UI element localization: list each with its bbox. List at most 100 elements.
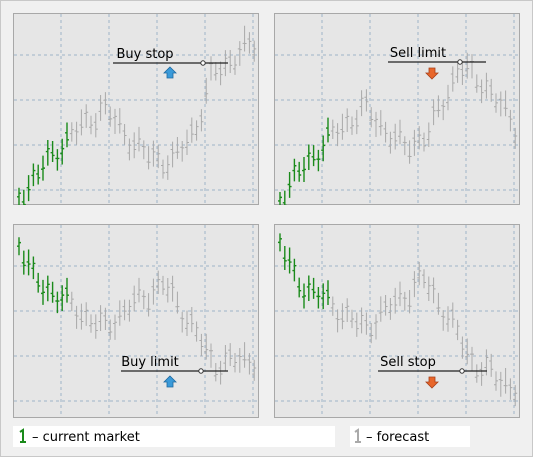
price-bar <box>237 347 242 373</box>
price-bar <box>354 109 359 135</box>
price-bar <box>340 113 345 140</box>
price-bar <box>417 126 422 150</box>
price-bar <box>213 362 218 382</box>
price-bar <box>335 123 340 147</box>
price-bar <box>282 190 287 205</box>
price-bar <box>450 302 455 328</box>
price-bar <box>412 129 417 156</box>
price-bar <box>330 119 335 139</box>
price-bar <box>407 140 412 164</box>
order-label: Sell stop <box>380 355 436 370</box>
price-bar <box>252 40 257 62</box>
price-bar <box>36 164 41 185</box>
price-bar <box>311 277 316 299</box>
panel-bg <box>274 224 520 418</box>
price-bar <box>237 41 242 66</box>
price-bar <box>330 296 335 316</box>
price-bar <box>508 378 513 400</box>
price-bar <box>359 307 364 334</box>
price-bar <box>498 91 503 117</box>
price-bar <box>359 90 364 117</box>
price-bar <box>306 144 311 171</box>
price-bar <box>69 122 74 142</box>
price-bar <box>441 99 446 121</box>
panel: Sell stop <box>274 224 520 418</box>
price-bar <box>383 295 388 316</box>
price-bar <box>455 319 460 341</box>
price-bar <box>326 280 330 305</box>
legend-box <box>13 426 335 447</box>
price-bar <box>340 303 345 330</box>
price-bar <box>45 140 50 166</box>
price-bar <box>311 145 316 167</box>
price-bar <box>31 163 36 187</box>
price-bar <box>108 106 113 127</box>
price-bar <box>204 77 209 104</box>
panel: Buy limit <box>13 224 259 418</box>
price-bar <box>89 115 93 135</box>
price-bar <box>388 298 393 320</box>
price-bar <box>21 189 26 205</box>
price-bar <box>170 141 175 168</box>
price-bar <box>117 300 122 326</box>
price-bar <box>165 155 170 180</box>
price-bar <box>55 291 60 314</box>
price-bar <box>252 359 257 381</box>
price-bar <box>233 352 237 373</box>
price-bar <box>426 276 431 302</box>
price-bar <box>41 279 45 305</box>
order-point <box>198 368 204 374</box>
price-bar <box>180 311 185 333</box>
price-bar <box>321 283 326 310</box>
price-bar <box>316 287 321 309</box>
price-bar <box>89 314 93 333</box>
price-bar <box>84 302 89 326</box>
price-bar <box>350 116 354 135</box>
price-bar <box>494 371 498 391</box>
price-bar <box>302 283 306 309</box>
price-bar <box>185 129 189 156</box>
price-bar <box>422 269 426 289</box>
price-bar <box>213 62 218 81</box>
order-point <box>200 60 206 66</box>
price-bar <box>175 291 180 314</box>
price-bar <box>93 113 98 138</box>
price-bar <box>489 353 494 377</box>
price-bar <box>374 111 378 138</box>
price-bar <box>84 104 89 128</box>
price-bar <box>132 285 137 312</box>
price-bar <box>364 312 369 335</box>
price-bar <box>402 291 407 311</box>
price-bar <box>156 270 161 294</box>
price-bar <box>223 345 228 371</box>
price-bar <box>127 138 132 161</box>
legend-icon <box>354 428 361 443</box>
price-bar <box>31 256 36 280</box>
price-bar <box>127 299 132 322</box>
price-bar <box>441 310 446 331</box>
price-bar <box>17 187 21 205</box>
price-bar <box>50 281 55 303</box>
price-bar <box>369 107 374 128</box>
price-bar <box>302 157 306 183</box>
price-bar <box>474 74 479 93</box>
price-bar <box>180 140 185 162</box>
price-bar <box>36 272 41 293</box>
price-bar <box>117 108 122 134</box>
price-bar <box>65 277 69 303</box>
price-bar <box>326 117 330 143</box>
price-bar <box>470 346 474 372</box>
price-bar <box>388 131 393 154</box>
price-bar <box>479 79 484 104</box>
price-bar <box>455 62 460 83</box>
price-bar <box>345 298 350 322</box>
price-bar <box>242 25 247 52</box>
price-bar <box>74 305 79 329</box>
order-point <box>459 368 465 374</box>
price-bar <box>194 120 199 141</box>
price-bar <box>513 127 518 149</box>
price-bar <box>161 159 165 179</box>
price-bar <box>218 61 223 86</box>
price-bar <box>65 122 69 148</box>
